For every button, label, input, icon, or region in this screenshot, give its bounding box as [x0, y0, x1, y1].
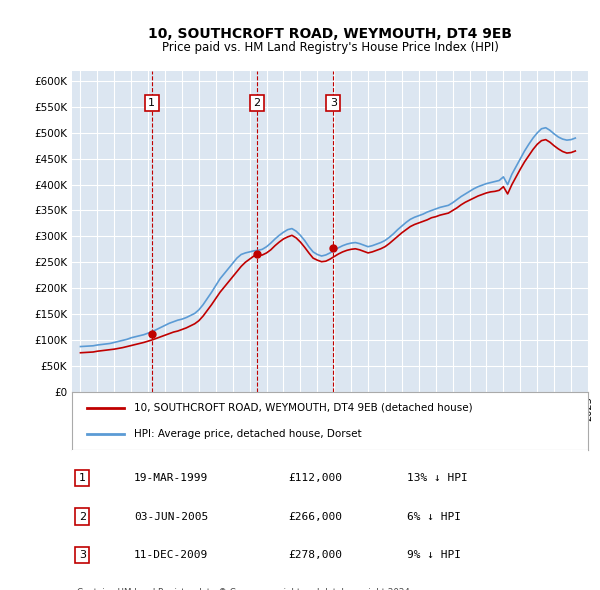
Text: 1: 1	[79, 473, 86, 483]
Text: 3: 3	[330, 98, 337, 108]
Text: 2: 2	[79, 512, 86, 522]
Text: 9% ↓ HPI: 9% ↓ HPI	[407, 550, 461, 560]
Text: HPI: Average price, detached house, Dorset: HPI: Average price, detached house, Dors…	[134, 428, 362, 438]
Text: 10, SOUTHCROFT ROAD, WEYMOUTH, DT4 9EB (detached house): 10, SOUTHCROFT ROAD, WEYMOUTH, DT4 9EB (…	[134, 403, 473, 413]
Text: 03-JUN-2005: 03-JUN-2005	[134, 512, 208, 522]
Text: £112,000: £112,000	[289, 473, 343, 483]
Text: Price paid vs. HM Land Registry's House Price Index (HPI): Price paid vs. HM Land Registry's House …	[161, 41, 499, 54]
Text: 1: 1	[148, 98, 155, 108]
Text: 10, SOUTHCROFT ROAD, WEYMOUTH, DT4 9EB: 10, SOUTHCROFT ROAD, WEYMOUTH, DT4 9EB	[148, 27, 512, 41]
Text: 6% ↓ HPI: 6% ↓ HPI	[407, 512, 461, 522]
Text: Contains HM Land Registry data © Crown copyright and database right 2024.
This d: Contains HM Land Registry data © Crown c…	[77, 588, 413, 590]
Text: 11-DEC-2009: 11-DEC-2009	[134, 550, 208, 560]
Text: £266,000: £266,000	[289, 512, 343, 522]
Text: 3: 3	[79, 550, 86, 560]
Text: 19-MAR-1999: 19-MAR-1999	[134, 473, 208, 483]
Text: 13% ↓ HPI: 13% ↓ HPI	[407, 473, 468, 483]
Text: £278,000: £278,000	[289, 550, 343, 560]
Text: 2: 2	[253, 98, 260, 108]
